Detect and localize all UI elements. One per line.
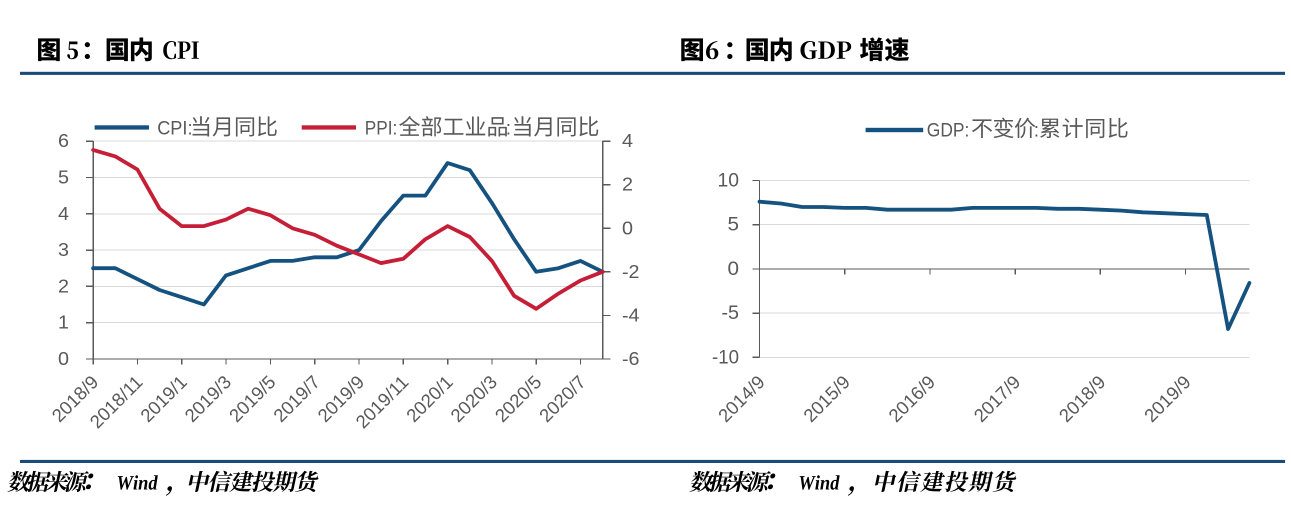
svg-text:4: 4 — [58, 204, 69, 224]
svg-text:2: 2 — [58, 276, 69, 296]
svg-text:-5: -5 — [722, 303, 740, 324]
svg-text:0: 0 — [58, 349, 69, 369]
svg-text:0: 0 — [728, 259, 740, 280]
svg-text:-10: -10 — [712, 347, 739, 368]
svg-text:CPI:: CPI: — [157, 119, 192, 140]
svg-text:5: 5 — [728, 215, 740, 236]
svg-text:5: 5 — [58, 168, 69, 188]
svg-text:-2: -2 — [622, 262, 640, 282]
svg-text:PPI:: PPI: — [365, 119, 398, 140]
svg-text:-6: -6 — [622, 349, 640, 369]
svg-text:6: 6 — [58, 131, 69, 151]
svg-text:-4: -4 — [622, 305, 640, 325]
svg-text:2: 2 — [622, 175, 633, 195]
svg-text::: : — [506, 119, 511, 140]
svg-text:4: 4 — [622, 131, 633, 151]
svg-text:1: 1 — [58, 313, 69, 333]
svg-text:0: 0 — [622, 218, 633, 238]
svg-text:10: 10 — [718, 171, 740, 192]
svg-text::: : — [1034, 120, 1039, 141]
svg-text:GDP:: GDP: — [927, 120, 970, 141]
svg-text:3: 3 — [58, 240, 69, 260]
